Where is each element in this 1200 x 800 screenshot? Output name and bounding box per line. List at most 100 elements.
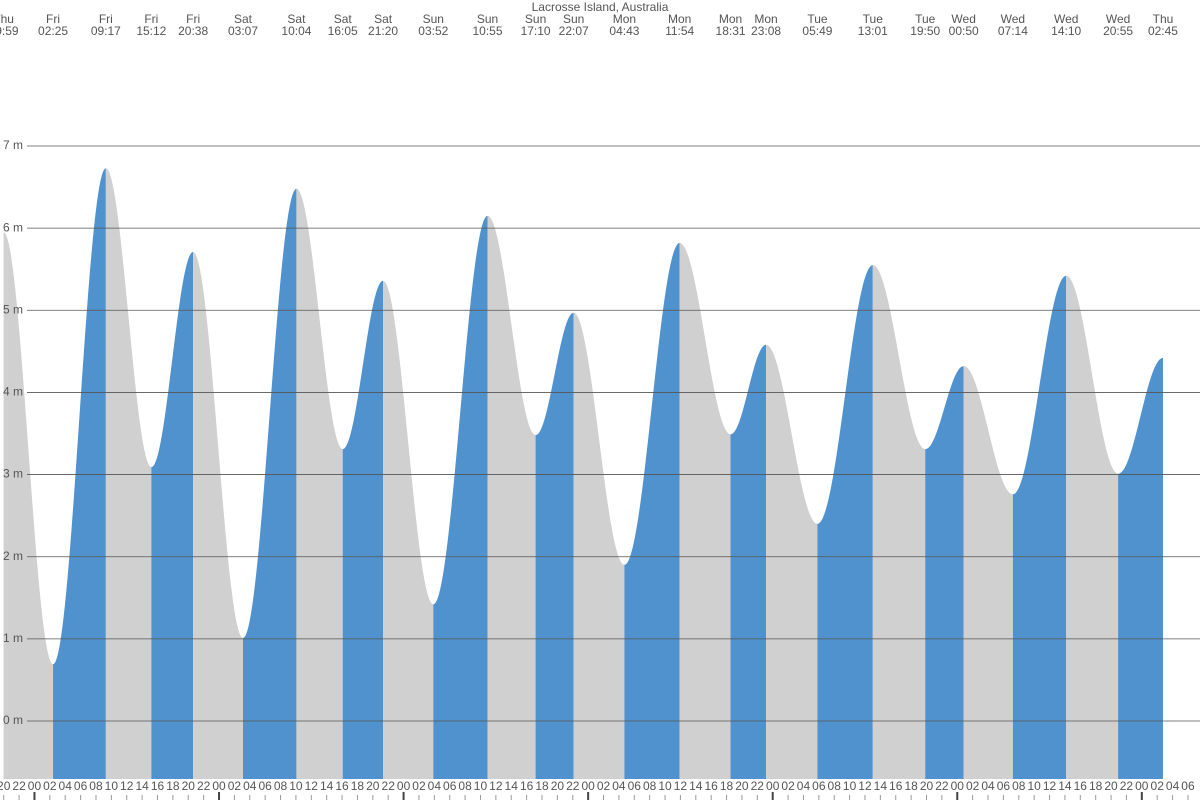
hour-tick-label: 12 [674, 779, 688, 793]
event-time: 22:07 [559, 24, 589, 38]
y-tick-label: 1 m [3, 631, 23, 645]
hour-tick-label: 02 [43, 779, 57, 793]
hour-tick-label: 06 [812, 779, 826, 793]
hour-tick-label: 14 [874, 779, 888, 793]
event-day: Tue [915, 12, 936, 26]
falling-tide [3, 232, 54, 779]
event-day: Mon [668, 12, 691, 26]
rising-tide [925, 366, 964, 779]
hour-tick-label: 16 [889, 779, 903, 793]
event-day: Sat [334, 12, 353, 26]
falling-tide [679, 242, 731, 779]
hour-tick-label: 12 [120, 779, 134, 793]
falling-tide [487, 215, 536, 780]
hour-tick-label: 18 [166, 779, 180, 793]
hour-tick-label: 00 [212, 779, 226, 793]
hour-tick-label: 04 [981, 779, 995, 793]
hour-tick-label: 10 [105, 779, 119, 793]
hour-tick-label: 16 [335, 779, 349, 793]
hour-tick-label: 04 [59, 779, 73, 793]
hour-tick-label: 02 [228, 779, 242, 793]
rising-tide [730, 344, 767, 779]
event-time: 07:14 [998, 24, 1028, 38]
hour-tick-label: 20 [182, 779, 196, 793]
hour-tick-label: 20 [551, 779, 565, 793]
hour-tick-label: 02 [781, 779, 795, 793]
event-day: Thu [0, 12, 14, 26]
event-day: Fri [186, 12, 200, 26]
hour-tick-label: 10 [1027, 779, 1041, 793]
y-tick-label: 3 m [3, 467, 23, 481]
falling-tide [105, 168, 152, 779]
hour-tick-label: 16 [520, 779, 534, 793]
hour-tick-label: 06 [258, 779, 272, 793]
y-tick-label: 0 m [3, 713, 23, 727]
hour-tick-label: 06 [1181, 779, 1195, 793]
event-day: Wed [951, 12, 975, 26]
hour-tick-label: 02 [966, 779, 980, 793]
event-day: Mon [719, 12, 742, 26]
hour-tick-label: 14 [689, 779, 703, 793]
falling-tide [296, 188, 343, 779]
rising-tide [535, 312, 574, 779]
hour-tick-label: 02 [412, 779, 426, 793]
falling-tide [193, 251, 243, 779]
falling-tide [573, 312, 625, 779]
hour-tick-label: 14 [1058, 779, 1072, 793]
hour-tick-label: 14 [505, 779, 519, 793]
event-day: Fri [144, 12, 158, 26]
event-time: 19:50 [910, 24, 940, 38]
y-tick-label: 2 m [3, 549, 23, 563]
event-time: 05:49 [802, 24, 832, 38]
hour-tick-label: 00 [28, 779, 42, 793]
event-time: 03:07 [228, 24, 258, 38]
event-time: 20:55 [1103, 24, 1133, 38]
event-time: 10:55 [473, 24, 503, 38]
event-time: 14:10 [1051, 24, 1081, 38]
hour-tick-label: 06 [74, 779, 88, 793]
hour-tick-label: 10 [658, 779, 672, 793]
hour-tick-label: 02 [597, 779, 611, 793]
hour-tick-label: 10 [289, 779, 303, 793]
event-day: Fri [99, 12, 113, 26]
hour-tick-label: 08 [828, 779, 842, 793]
hour-tick-label: 18 [1089, 779, 1103, 793]
hour-tick-label: 12 [305, 779, 319, 793]
falling-tide [383, 280, 434, 779]
event-time: 11:54 [665, 24, 694, 38]
hour-tick-label: 00 [951, 779, 965, 793]
event-time: 19:59 [0, 24, 19, 38]
event-day: Wed [1106, 12, 1130, 26]
rising-tide [151, 251, 194, 779]
hour-tick-label: 14 [135, 779, 149, 793]
event-day: Sun [563, 12, 584, 26]
hour-tick-label: 22 [12, 779, 26, 793]
event-day: Sun [525, 12, 546, 26]
hour-tick-label: 02 [1151, 779, 1165, 793]
event-time: 13:01 [858, 24, 888, 38]
rising-tide [433, 215, 488, 780]
event-time: 00:50 [949, 24, 979, 38]
hour-tick-label: 12 [1043, 779, 1057, 793]
hour-tick-label: 04 [612, 779, 626, 793]
falling-tide [766, 344, 818, 779]
event-day: Wed [1054, 12, 1078, 26]
hour-tick-label: 08 [89, 779, 103, 793]
hour-tick-label: 20 [920, 779, 934, 793]
hour-tick-label: 22 [566, 779, 580, 793]
hour-tick-label: 08 [458, 779, 472, 793]
chart-title: Lacrosse Island, Australia [532, 0, 669, 14]
event-day: Tue [863, 12, 884, 26]
hour-tick-label: 18 [720, 779, 734, 793]
hour-tick-label: 18 [351, 779, 365, 793]
rising-tide [624, 242, 680, 779]
hour-tick-label: 14 [320, 779, 334, 793]
event-time: 16:05 [328, 24, 358, 38]
hour-tick-label: 12 [489, 779, 503, 793]
event-day: Sat [234, 12, 253, 26]
hour-tick-label: 06 [443, 779, 457, 793]
event-day: Wed [1001, 12, 1025, 26]
event-time: 10:04 [281, 24, 311, 38]
